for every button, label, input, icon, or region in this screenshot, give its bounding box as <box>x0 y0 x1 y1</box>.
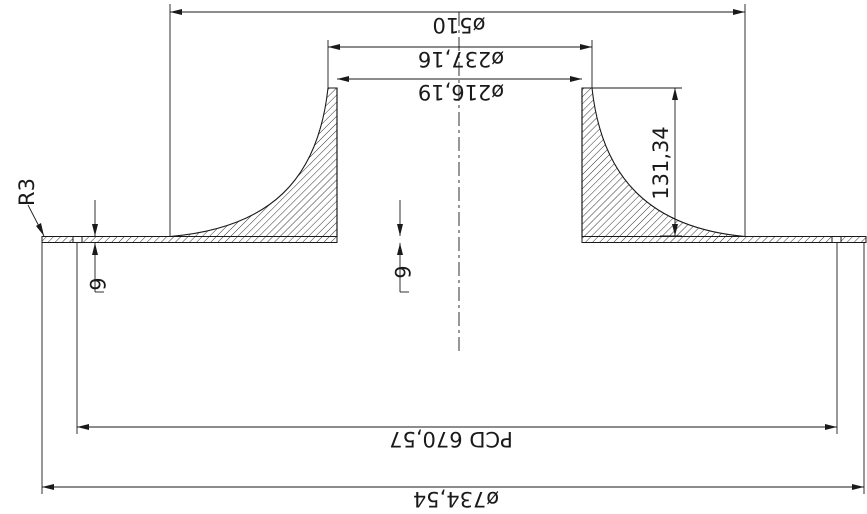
flange-plate-right <box>581 236 867 243</box>
arrowhead <box>92 243 98 255</box>
arrowhead <box>570 76 582 82</box>
flange-plate-left <box>41 236 338 243</box>
arrowhead <box>852 484 864 490</box>
dimension-pcd: PCD 670,57 <box>76 243 838 451</box>
arrowhead <box>733 9 745 15</box>
dim-label-bore-diameter: ø216,19 <box>418 80 504 104</box>
arrowhead <box>36 223 44 236</box>
dimension-hub-height: 131,34 <box>592 87 682 237</box>
dimension-edge-radius: R3 <box>15 178 45 237</box>
arrowhead <box>42 484 54 490</box>
dim-label-outer-diameter: ø734,54 <box>413 487 499 511</box>
hub <box>169 87 746 238</box>
bolt-hole-right <box>831 236 842 243</box>
arrowhead <box>77 424 89 430</box>
dimension-hub-base-diameter: ø510 <box>169 4 746 236</box>
arrowhead <box>672 88 678 100</box>
dim-label-flange-thickness-center: 6 <box>390 265 414 278</box>
dim-label-hub-top-diameter: ø237,16 <box>418 47 504 71</box>
dim-label-hub-height: 131,34 <box>649 126 673 199</box>
bolt-hole-left <box>72 236 83 243</box>
arrowhead <box>397 243 403 255</box>
dimension-flange-thickness-left: 6 <box>85 200 109 293</box>
arrowhead <box>92 224 98 236</box>
hub-right-section <box>581 87 746 238</box>
dim-label-flange-thickness-left: 6 <box>85 277 109 290</box>
arrowhead <box>672 224 678 236</box>
dimension-bore-diameter: ø216,19 <box>337 76 582 104</box>
dim-label-edge-radius: R3 <box>15 178 39 206</box>
arrowhead <box>337 76 349 82</box>
arrowhead <box>397 224 403 236</box>
hub-left-section <box>169 87 338 238</box>
dimension-outer-diameter: ø734,54 <box>41 243 865 511</box>
dimension-flange-thickness-center: 6 <box>390 200 414 293</box>
arrowhead <box>825 424 837 430</box>
dim-label-hub-base-diameter: ø510 <box>433 13 486 37</box>
dimension-hub-top-diameter: ø237,16 <box>327 40 593 88</box>
arrowhead <box>328 44 340 50</box>
arrowhead <box>170 9 182 15</box>
dim-label-pcd: PCD 670,57 <box>389 427 513 451</box>
arrowhead <box>580 44 592 50</box>
flange-plate <box>41 236 867 243</box>
